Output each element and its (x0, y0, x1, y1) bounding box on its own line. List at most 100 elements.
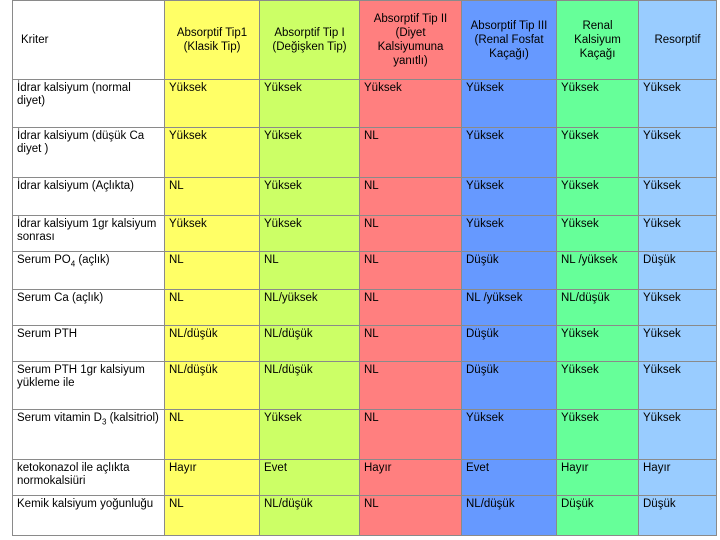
table-cell: Yüksek (259, 127, 360, 178)
table-cell: Yüksek (556, 361, 639, 410)
header-absorptive-type1-classic: Absorptif Tip1 (Klasik Tip) (164, 0, 260, 80)
table-row: Serum PTH 1gr kalsiyum yükleme ile NL/düş… (12, 361, 717, 410)
table-cell: NL/düşük (259, 361, 360, 410)
table-cell: Yüksek (556, 127, 639, 178)
table-row: Kemik kalsiyum yoğunluğu NL NL/düşük NL NL/d… (12, 495, 717, 536)
row-label: Kemik kalsiyum yoğunluğu (12, 495, 165, 536)
table-cell: Yüksek (638, 177, 717, 216)
table-row: İdrar kalsiyum (düşük Ca diyet ) Yüksek Yü… (12, 127, 717, 178)
table-cell: NL (164, 177, 260, 216)
header-absorptive-type3: Absorptif Tip III (Renal Fosfat Kaçağı) (461, 0, 557, 80)
table-cell: Yüksek (359, 79, 462, 128)
table-cell: Yüksek (461, 127, 557, 178)
row-label: İdrar kalsiyum (Açlıkta) (12, 177, 165, 216)
row-label: Serum Ca (açlık) (12, 289, 165, 326)
table-cell: NL (164, 251, 260, 290)
table-cell: Yüksek (461, 177, 557, 216)
table-cell: Evet (259, 459, 360, 496)
table-cell: Yüksek (259, 215, 360, 252)
table-cell: Yüksek (638, 325, 717, 362)
table-cell: Yüksek (164, 79, 260, 128)
header-absorptive-type1-variable: Absorptif Tip I (Değişken Tip) (259, 0, 360, 80)
table-row: İdrar kalsiyum 1gr kalsiyum sonrası Yükse… (12, 215, 717, 252)
table-cell: Yüksek (259, 79, 360, 128)
header-renal-calcium-leak: Renal Kalsiyum Kaçağı (556, 0, 639, 80)
table-cell: Düşük (638, 251, 717, 290)
row-label: ketokonazol ile açlıkta normokalsiüri (12, 459, 165, 496)
table-cell: Yüksek (638, 289, 717, 326)
row-label-text: İdrar kalsiyum 1gr kalsiyum sonrası (17, 218, 157, 243)
table-row: ketokonazol ile açlıkta normokalsiüri Hay… (12, 459, 717, 496)
table-cell: NL (259, 251, 360, 290)
table-cell: Yüksek (461, 79, 557, 128)
row-label-text: Serum PO (17, 254, 71, 266)
table-row: Serum Ca (açlık) NL NL/yüksek NL NL /yüksek N… (12, 289, 717, 326)
table-cell: Hayır (359, 459, 462, 496)
table-cell: NL (359, 127, 462, 178)
row-label: Serum PO4 (açlık) (12, 251, 165, 290)
table-cell: NL/düşük (556, 289, 639, 326)
table-cell: Yüksek (259, 177, 360, 216)
table-cell: NL/yüksek (259, 289, 360, 326)
row-label-text: Serum PTH (17, 328, 78, 340)
table-cell: NL (359, 495, 462, 536)
table-row: Serum PO4 (açlık) NL NL NL Düşük NL /yüksek Dü… (12, 251, 717, 290)
row-label-text: İdrar kalsiyum (normal diyet) (17, 82, 131, 107)
header-resorptive: Resorptif (638, 0, 717, 80)
table-cell: Hayır (638, 459, 717, 496)
header-absorptive-type2: Absorptif Tip II (Diyet Kalsiyumuna yanı… (359, 0, 462, 80)
row-label-text: Serum PTH 1gr kalsiyum yükleme ile (17, 364, 145, 389)
row-label: Serum vitamin D3 (kalsitriol) (12, 409, 165, 460)
table-cell: NL (164, 495, 260, 536)
table-cell: Yüksek (556, 215, 639, 252)
table-cell: Yüksek (556, 409, 639, 460)
table-cell: Yüksek (638, 79, 717, 128)
row-label: İdrar kalsiyum 1gr kalsiyum sonrası (12, 215, 165, 252)
criteria-table: Kriter Absorptif Tip1 (Klasik Tip) Absor… (12, 0, 717, 536)
table-cell: Yüksek (461, 409, 557, 460)
table-cell: Düşük (461, 361, 557, 410)
header-row: Kriter Absorptif Tip1 (Klasik Tip) Absor… (12, 0, 717, 80)
table-cell: NL /yüksek (556, 251, 639, 290)
table-cell: Yüksek (638, 215, 717, 252)
table-cell: Düşük (461, 251, 557, 290)
table-cell: Düşük (461, 325, 557, 362)
table-cell: NL/düşük (259, 495, 360, 536)
table-cell: Yüksek (556, 177, 639, 216)
table-row: İdrar kalsiyum (normal diyet) Yüksek Yükse… (12, 79, 717, 128)
table-cell: Evet (461, 459, 557, 496)
row-label-text: ketokonazol ile açlıkta normokalsiüri (17, 462, 130, 487)
table-cell: NL (359, 177, 462, 216)
table-cell: Yüksek (638, 361, 717, 410)
table-cell: Hayır (556, 459, 639, 496)
table-row: Serum PTH NL/düşük NL/düşük NL Düşük Yüksek Yü… (12, 325, 717, 362)
table-cell: Yüksek (461, 215, 557, 252)
table-cell: NL/düşük (164, 325, 260, 362)
row-label-subscript: 4 (70, 259, 76, 269)
table-cell: Yüksek (164, 127, 260, 178)
table-body: İdrar kalsiyum (normal diyet) Yüksek Yükse… (12, 79, 717, 536)
row-label: İdrar kalsiyum (düşük Ca diyet ) (12, 127, 165, 178)
table-cell: Düşük (638, 495, 717, 536)
table-cell: NL (359, 251, 462, 290)
row-label-tail: (açlık) (75, 254, 110, 266)
table-cell: NL (164, 289, 260, 326)
table-cell: NL (359, 289, 462, 326)
table-cell: Yüksek (556, 79, 639, 128)
table-cell: Düşük (556, 495, 639, 536)
row-label-text: Kemik kalsiyum yoğunluğu (17, 498, 154, 510)
row-label-text: Serum Ca (açlık) (17, 292, 104, 304)
table-cell: Yüksek (556, 325, 639, 362)
table-cell: NL/düşük (164, 361, 260, 410)
row-label: Serum PTH (12, 325, 165, 362)
table-cell: Yüksek (638, 409, 717, 460)
table-cell: Yüksek (638, 127, 717, 178)
row-label-text: Serum vitamin D (17, 412, 102, 424)
row-label-tail: (kalsitriol) (106, 412, 159, 424)
row-label-text: İdrar kalsiyum (düşük Ca diyet ) (17, 130, 145, 155)
table-cell: Yüksek (164, 215, 260, 252)
table-cell: NL (359, 215, 462, 252)
row-label-subscript: 3 (102, 417, 107, 427)
row-label-text: İdrar kalsiyum (Açlıkta) (17, 180, 134, 192)
table-row: Serum vitamin D3 (kalsitriol) NL Yüksek NL Y… (12, 409, 717, 460)
